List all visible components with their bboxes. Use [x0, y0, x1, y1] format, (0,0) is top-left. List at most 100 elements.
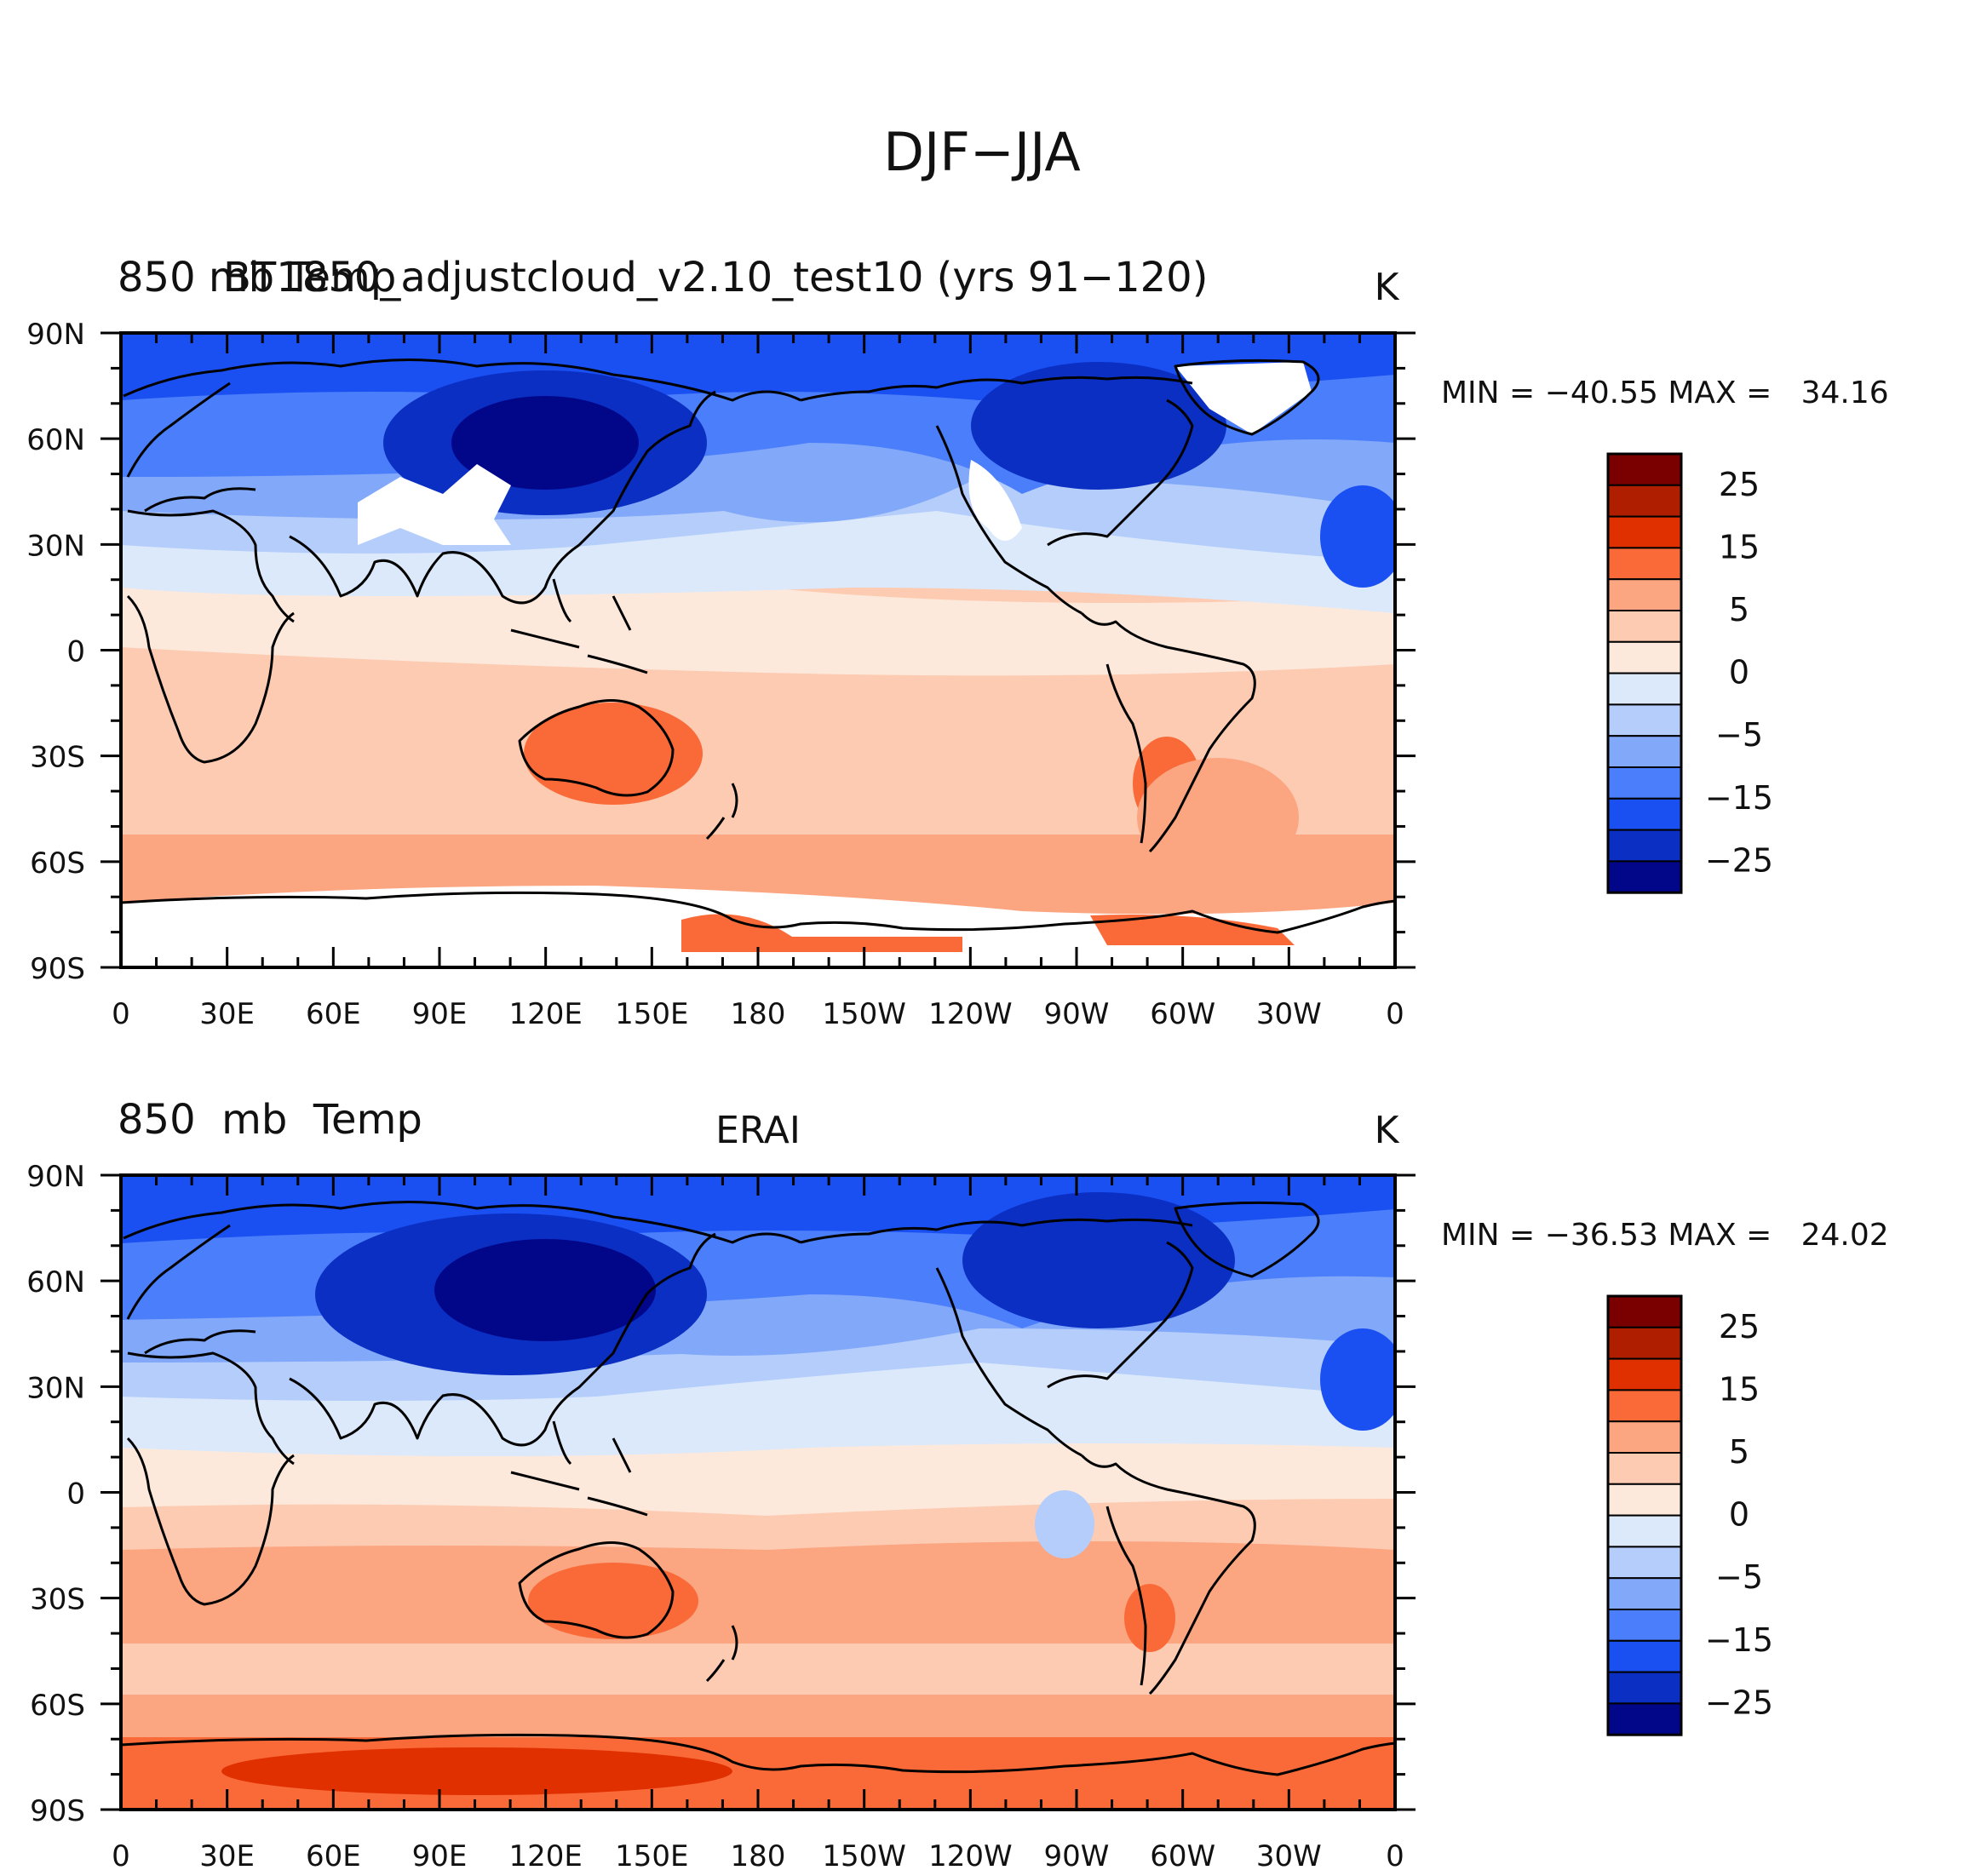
- lat-label: 60S: [30, 846, 85, 881]
- colorbar-box: [1607, 484, 1682, 518]
- colorbar-label: 15: [1719, 528, 1760, 565]
- colorbar-label: 5: [1729, 591, 1749, 628]
- colorbar-box: [1607, 735, 1682, 769]
- panel-bottom-units: K: [1375, 1109, 1400, 1152]
- panel-bottom-minmax: MIN = −36.53 MAX = 24.02: [1441, 1218, 1889, 1253]
- colorbar-box: [1607, 515, 1682, 549]
- panel-top-case-title: BT1850_adjustcloud_v2.10_test10 (yrs 91−…: [223, 254, 1208, 301]
- lon-label: 60W: [1150, 997, 1215, 1031]
- colorbar-label: 15: [1719, 1370, 1760, 1408]
- lat-label: 0: [66, 1477, 85, 1512]
- lat-label: 90N: [26, 1160, 85, 1194]
- panel-top-colorbar: 25 15 5 0 −5 −15 −25: [1606, 452, 1773, 894]
- lon-label: 30E: [199, 997, 255, 1031]
- colorbar-box: [1607, 453, 1682, 486]
- colorbar-label: 25: [1719, 466, 1760, 503]
- colorbar-box: [1607, 578, 1682, 612]
- colorbar-box: [1607, 1389, 1682, 1423]
- lon-label: 30W: [1256, 997, 1322, 1031]
- colorbar-box: [1607, 703, 1682, 737]
- lon-label: 60W: [1150, 1839, 1215, 1873]
- lon-label: 120W: [928, 997, 1013, 1031]
- panel-bottom-map: [121, 1175, 1395, 1810]
- colorbar-label: 25: [1719, 1308, 1760, 1345]
- lon-label: 90E: [412, 997, 468, 1031]
- lon-label: 180: [731, 997, 786, 1031]
- colorbar-label: 0: [1729, 1496, 1749, 1534]
- panel-top-minmax: MIN = −40.55 MAX = 34.16: [1441, 376, 1889, 410]
- lat-label: 30N: [26, 529, 85, 563]
- colorbar-box: [1607, 1577, 1682, 1610]
- panel-bottom-lat-labels: 90N 60N 30N 0 30S 60S 90S: [26, 1160, 85, 1828]
- lat-label: 60N: [26, 423, 85, 457]
- colorbar-frame: [1606, 1294, 1683, 1736]
- lon-label: 150E: [615, 1839, 688, 1873]
- colorbar-box: [1607, 1452, 1682, 1485]
- lon-label: 30W: [1256, 1839, 1322, 1873]
- colorbar-box: [1607, 640, 1682, 674]
- lat-label: 60N: [26, 1265, 85, 1299]
- colorbar-box: [1607, 1609, 1682, 1642]
- colorbar-box: [1607, 1295, 1682, 1328]
- colorbar-box: [1607, 1546, 1682, 1580]
- panel-top-ticks: [100, 331, 1416, 969]
- lon-label: 90W: [1044, 997, 1110, 1031]
- colorbar-label: −15: [1705, 779, 1773, 817]
- lat-label: 90S: [30, 1794, 85, 1828]
- panel-top-lat-labels: 90N 60N 30N 0 30S 60S 90S: [26, 318, 85, 986]
- colorbar-box: [1607, 766, 1682, 800]
- colorbar-label: −25: [1705, 1684, 1773, 1721]
- lon-label: 90W: [1044, 1839, 1110, 1873]
- lat-label: 90S: [30, 952, 85, 986]
- lon-label: 0: [1386, 997, 1404, 1031]
- colorbar-box: [1607, 797, 1682, 831]
- panel-bottom-center-title: ERAI: [715, 1109, 801, 1152]
- lon-label: 90E: [412, 1839, 468, 1873]
- colorbar-label: 0: [1729, 654, 1749, 691]
- colorbar-label: −5: [1715, 1558, 1763, 1596]
- panel-bottom: 850 mb Temp ERAI K 90N 60N 30N 0 30S 60S 90S 0…: [26, 1096, 1888, 1873]
- panel-top-lon-labels: 0 30E 60E 90E 120E 150E 180 150W 120W 90W 60W 30W 0: [112, 997, 1404, 1031]
- lat-label: 30S: [30, 741, 85, 775]
- lon-label: 150W: [822, 997, 906, 1031]
- colorbar-box: [1607, 610, 1682, 643]
- colorbar-label: −25: [1705, 841, 1773, 879]
- figure-title: DJF−JJA: [883, 121, 1081, 183]
- panel-top-units: K: [1375, 266, 1400, 309]
- lat-label: 90N: [26, 318, 85, 352]
- panel-bottom-left-title: 850 mb Temp: [118, 1096, 422, 1144]
- lon-label: 120E: [508, 997, 582, 1031]
- colorbar-box: [1607, 672, 1682, 706]
- lon-label: 30E: [199, 1839, 255, 1873]
- lon-label: 120W: [928, 1839, 1013, 1873]
- colorbar-box: [1607, 860, 1682, 894]
- colorbar-box: [1607, 1639, 1682, 1673]
- lat-label: 0: [66, 635, 85, 669]
- lon-label: 0: [112, 1839, 130, 1873]
- lon-label: 0: [1386, 1839, 1404, 1873]
- colorbar-box: [1607, 1326, 1682, 1360]
- panel-top-map: [121, 333, 1395, 967]
- panel-bottom-lon-labels: 0 30E 60E 90E 120E 150E 180 150W 120W 90W 60W 30W 0: [112, 1839, 1404, 1873]
- colorbar-box: [1607, 547, 1682, 581]
- lon-label: 180: [731, 1839, 786, 1873]
- colorbar-box: [1607, 1420, 1682, 1454]
- colorbar-frame: [1606, 452, 1683, 894]
- colorbar-box: [1607, 1514, 1682, 1548]
- lon-label: 60E: [306, 997, 361, 1031]
- lat-label: 30N: [26, 1371, 85, 1405]
- panel-top: 850 mb Temp BT1850_adjustcloud_v2.10_tes…: [26, 254, 1888, 1031]
- panel-top-left-title: 850 mb Temp: [118, 254, 396, 301]
- lon-label: 120E: [508, 1839, 582, 1873]
- colorbar-box: [1607, 1671, 1682, 1705]
- colorbar-box: [1607, 1357, 1682, 1391]
- colorbar-label: −5: [1715, 716, 1763, 754]
- colorbar-box: [1607, 829, 1682, 863]
- lon-label: 150E: [615, 997, 688, 1031]
- lon-label: 150W: [822, 1839, 906, 1873]
- colorbar-label: 5: [1729, 1433, 1749, 1471]
- lon-label: 60E: [306, 1839, 361, 1873]
- panel-bottom-colorbar: 25 15 5 0 −5 −15 −25: [1606, 1294, 1773, 1736]
- colorbar-box: [1607, 1483, 1682, 1517]
